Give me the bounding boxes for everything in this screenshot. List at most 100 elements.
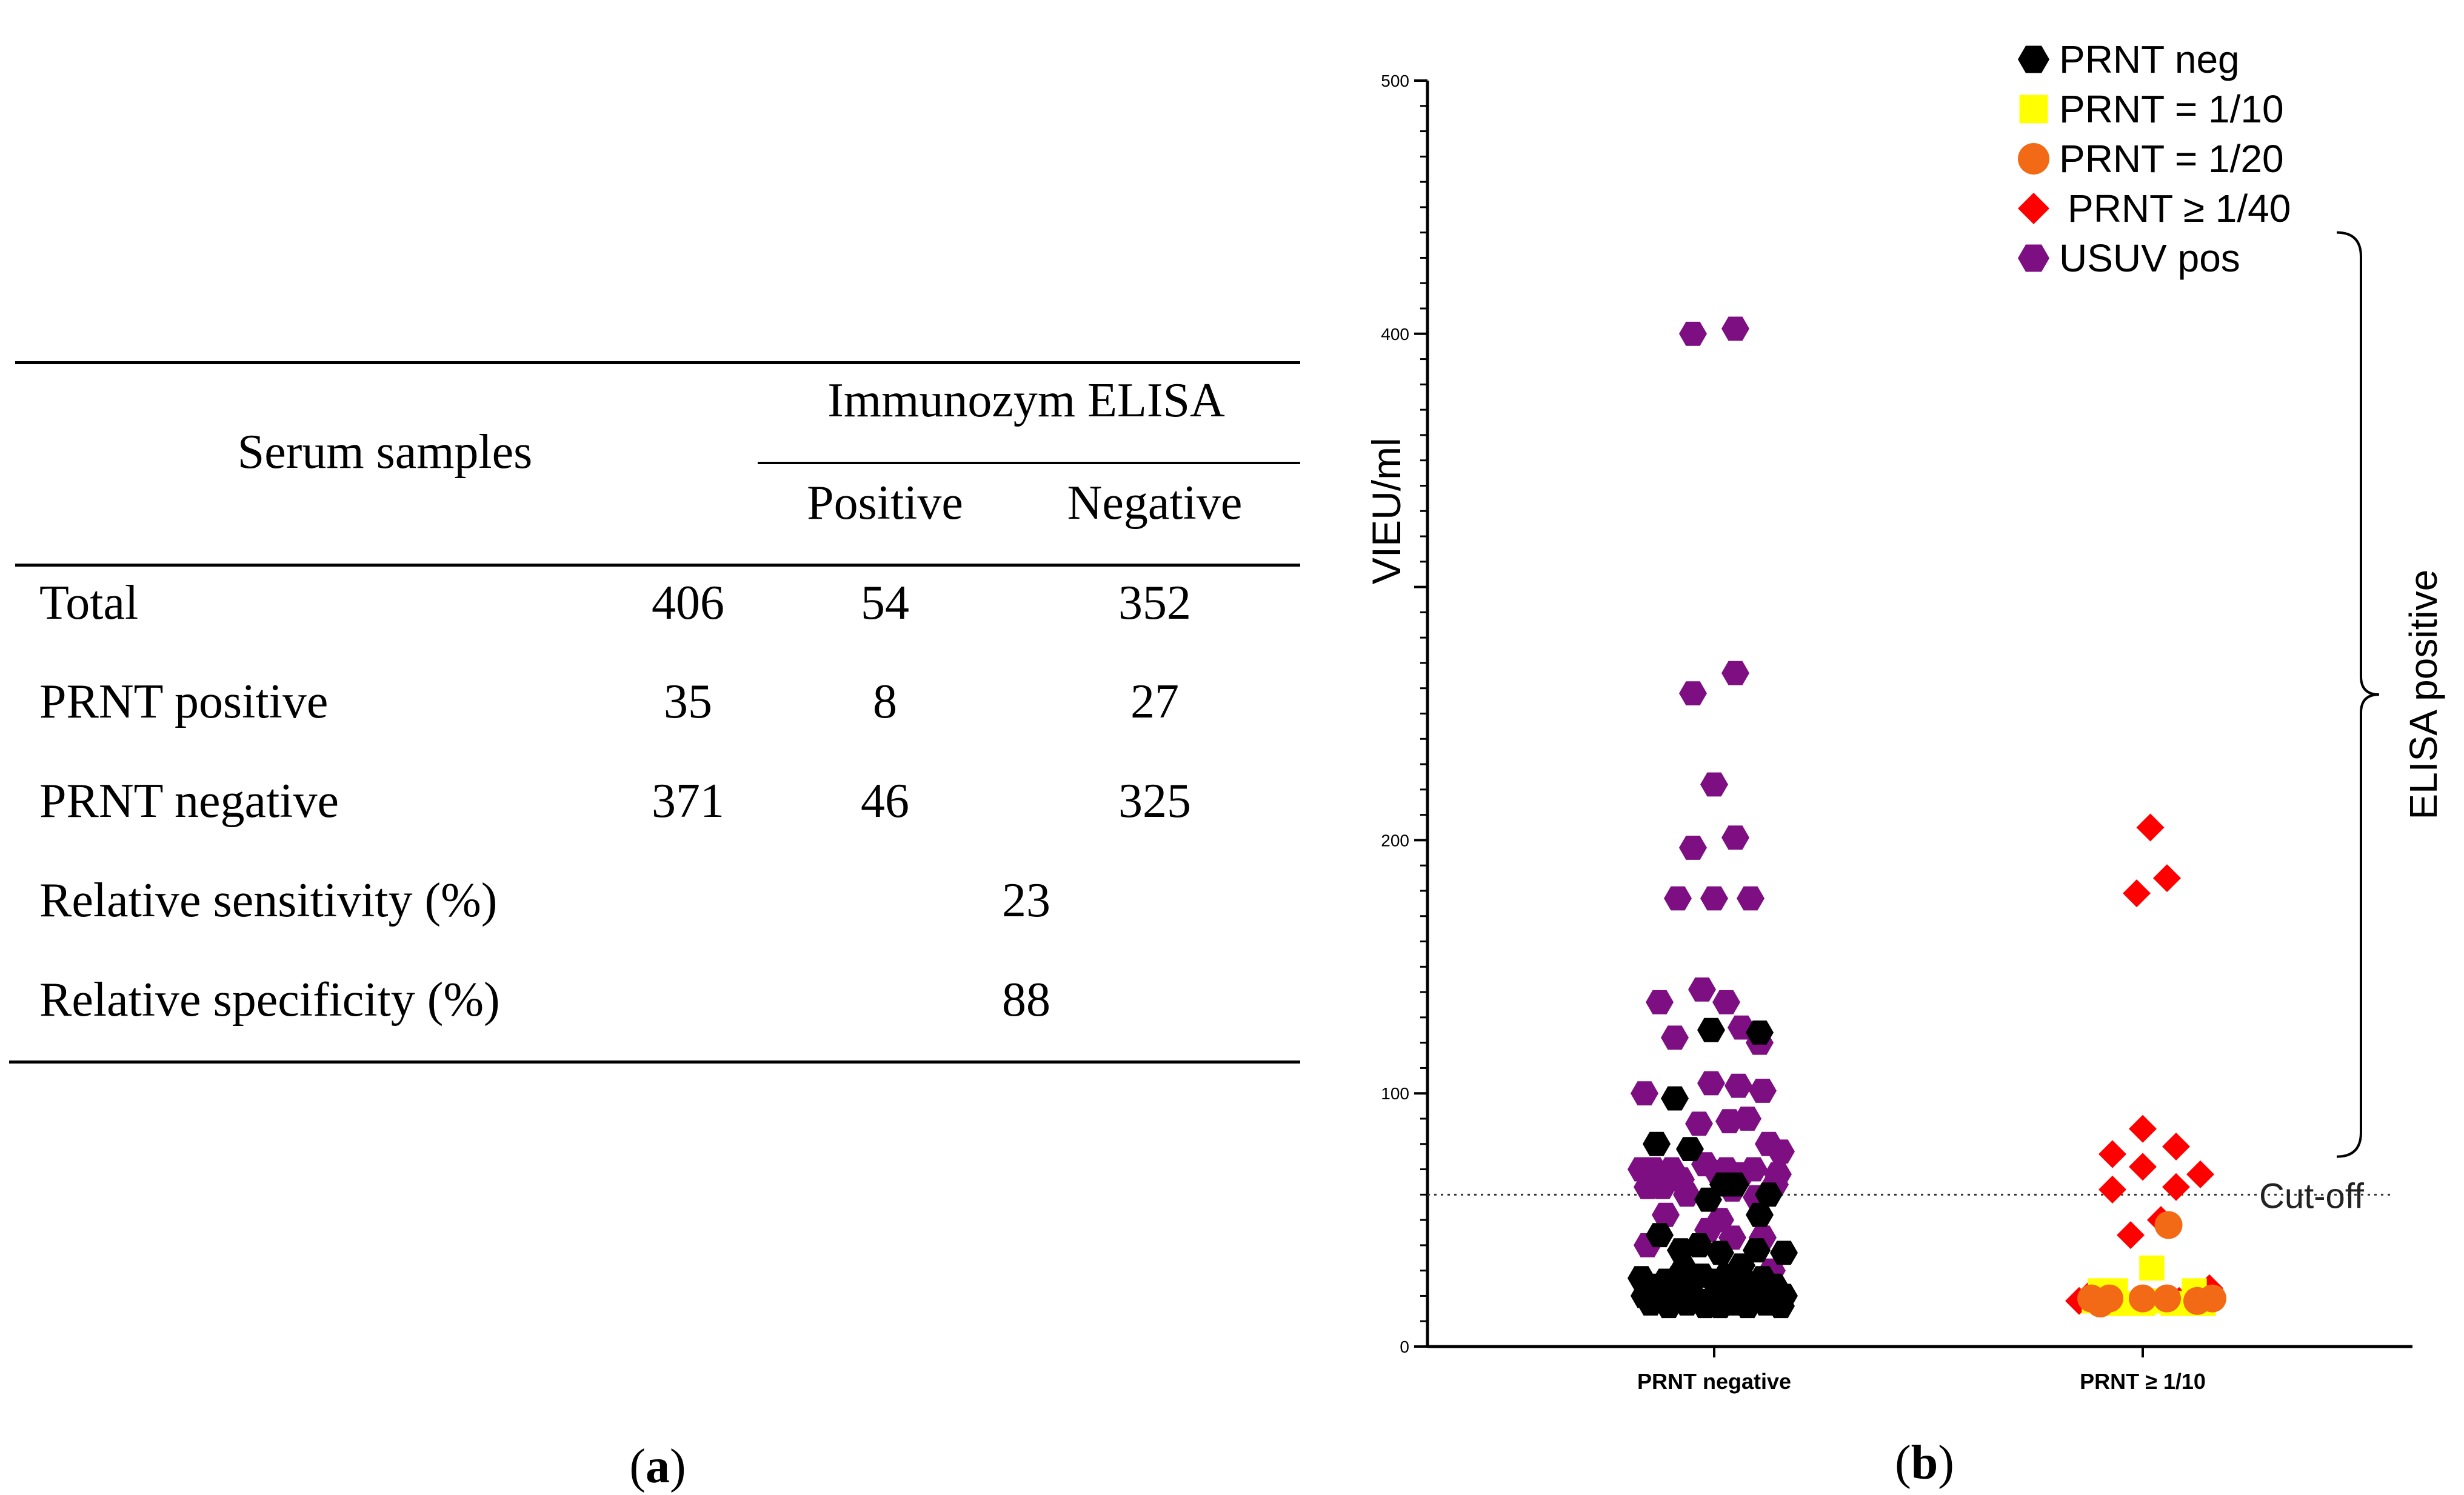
- data-point-usuv-pos: [1679, 681, 1707, 705]
- row-total-label: Total: [39, 576, 139, 630]
- data-point-prnt-neg: [1755, 1182, 1783, 1207]
- header-bottom-rule: [15, 564, 1300, 567]
- data-point-prnt-1-40: [2162, 1132, 2190, 1160]
- data-point-prnt-1-40: [2129, 1114, 2157, 1143]
- legend-marker-prnt-neg: [2018, 45, 2049, 73]
- elisa-positive-label: ELISA positive: [2402, 570, 2445, 820]
- row-prnt-negative-negative: 325: [1118, 774, 1191, 828]
- data-point-prnt-neg: [1676, 1137, 1704, 1161]
- data-point-prnt-neg: [1670, 1256, 1698, 1280]
- legend-marker-prnt-1-40: [2018, 193, 2049, 224]
- data-point-usuv-pos: [1734, 1107, 1761, 1131]
- row-prnt-positive-count: 35: [664, 675, 712, 728]
- data-point-usuv-pos: [1737, 886, 1765, 911]
- relative-sensitivity-value: 23: [1002, 874, 1050, 927]
- data-point-prnt-neg: [1746, 1021, 1774, 1045]
- table-top-rule: [15, 361, 1300, 364]
- data-point-usuv-pos: [1700, 886, 1728, 911]
- data-point-usuv-pos: [1652, 1202, 1680, 1227]
- legend-label-prnt-1-10: PRNT = 1/10: [2059, 87, 2284, 131]
- x-tick-label: PRNT negative: [1637, 1369, 1791, 1394]
- caption-a-letter: a: [646, 1440, 670, 1493]
- data-point-usuv-pos: [1649, 1174, 1677, 1199]
- data-point-prnt-1-40: [2123, 879, 2151, 908]
- data-point-prnt-1-20: [2095, 1284, 2123, 1313]
- legend-marker-prnt-1-10: [2019, 95, 2048, 124]
- y-tick-label: 0: [1400, 1337, 1409, 1356]
- data-point-usuv-pos: [1679, 836, 1707, 860]
- data-point-prnt-neg: [1697, 1017, 1725, 1042]
- header-positive: Positive: [807, 476, 963, 530]
- data-point-prnt-1-40: [2117, 1221, 2145, 1250]
- data-point-prnt-1-40: [2098, 1175, 2126, 1204]
- data-point-prnt-1-20: [2154, 1211, 2183, 1239]
- data-point-prnt-1-40: [2098, 1140, 2126, 1168]
- data-point-prnt-1-20: [2153, 1284, 2181, 1313]
- data-point-usuv-pos: [1712, 990, 1740, 1014]
- data-point-usuv-pos: [1740, 1157, 1768, 1182]
- caption-a-open: (: [629, 1440, 646, 1493]
- data-point-prnt-1-20: [2129, 1284, 2157, 1313]
- row-prnt-positive-negative: 27: [1130, 675, 1179, 728]
- data-point-usuv-pos: [1646, 990, 1674, 1014]
- y-tick-label: 100: [1381, 1084, 1409, 1103]
- data-point-prnt-1-20: [2199, 1284, 2226, 1313]
- data-point-usuv-pos: [1661, 1025, 1689, 1050]
- data-point-usuv-pos: [1749, 1079, 1777, 1103]
- data-point-usuv-pos: [1700, 772, 1728, 797]
- legend-label-prnt-1-20: PRNT = 1/20: [2059, 137, 2284, 181]
- group-header-rule: [758, 462, 1300, 464]
- data-point-prnt-1-40: [2129, 1153, 2157, 1181]
- data-point-usuv-pos: [1755, 1131, 1783, 1156]
- cutoff-label: Cut-off: [2259, 1176, 2365, 1216]
- legend-label-usuv-pos: USUV pos: [2059, 236, 2240, 280]
- data-point-prnt-neg: [1767, 1294, 1795, 1319]
- row-prnt-negative-positive: 46: [861, 774, 909, 828]
- data-point-usuv-pos: [1664, 886, 1692, 911]
- y-tick-label: 500: [1381, 72, 1409, 90]
- chart-legend: PRNT neg PRNT = 1/10 PRNT = 1/20 PRNT ≥ 1/4…: [2018, 38, 2291, 280]
- elisa-positive-bracket: [2336, 231, 2380, 1158]
- relative-sensitivity-label: Relative sensitivity (%): [39, 874, 498, 927]
- data-point-usuv-pos: [1721, 661, 1749, 685]
- relative-specificity-label: Relative specificity (%): [39, 973, 500, 1027]
- y-tick-label: 200: [1381, 831, 1409, 850]
- caption-b-letter: b: [1911, 1436, 1938, 1490]
- row-total-count: 406: [652, 576, 724, 630]
- legend-label-prnt-1-40: PRNT ≥ 1/40: [2068, 187, 2291, 230]
- y-tick-label: 400: [1381, 325, 1409, 344]
- data-point-prnt-1-40: [2136, 813, 2165, 842]
- data-point-usuv-pos: [1685, 1111, 1713, 1136]
- elisa-bracket-layer: ELISA positive: [2336, 231, 2445, 1158]
- x-tick-label: PRNT ≥ 1/10: [2080, 1369, 2206, 1394]
- legend-marker-usuv-pos: [2018, 244, 2049, 272]
- caption-a-close: ): [670, 1440, 686, 1493]
- data-point-usuv-pos: [1673, 1182, 1701, 1207]
- data-point-prnt-neg: [1728, 1253, 1755, 1278]
- caption-a: (a): [629, 1439, 686, 1494]
- caption-b: (b): [1895, 1436, 1954, 1490]
- row-prnt-negative-count: 371: [652, 774, 724, 828]
- chart-points-layer: [1628, 316, 2226, 1319]
- row-prnt-negative-label: PRNT negative: [39, 774, 339, 828]
- data-point-usuv-pos: [1724, 1073, 1752, 1098]
- data-point-usuv-pos: [1721, 825, 1749, 850]
- header-negative: Negative: [1067, 476, 1243, 530]
- y-axis-label: VIEU/ml: [1364, 438, 1409, 584]
- data-point-usuv-pos: [1688, 977, 1716, 1002]
- data-point-prnt-1-10: [2139, 1255, 2165, 1281]
- chart-axes-layer: 0 100 200 400 500 PRNT negative PRNT ≥ 1/10 VIE…: [1364, 72, 2412, 1394]
- data-point-prnt-neg: [1721, 1172, 1749, 1197]
- data-point-prnt-neg: [1746, 1202, 1774, 1227]
- data-point-prnt-1-40: [2186, 1160, 2214, 1188]
- legend-marker-prnt-1-20: [2018, 143, 2049, 175]
- data-point-prnt-neg: [1685, 1233, 1713, 1257]
- header-immunozym-elisa: Immunozym ELISA: [827, 374, 1225, 427]
- caption-b-close: ): [1938, 1436, 1954, 1490]
- row-total-positive: 54: [861, 576, 909, 630]
- data-point-prnt-neg: [1661, 1086, 1689, 1111]
- data-point-prnt-neg: [1715, 1279, 1743, 1303]
- legend-label-prnt-neg: PRNT neg: [2059, 38, 2240, 81]
- data-point-prnt-neg: [1770, 1240, 1798, 1265]
- table-bottom-rule: [9, 1060, 1300, 1064]
